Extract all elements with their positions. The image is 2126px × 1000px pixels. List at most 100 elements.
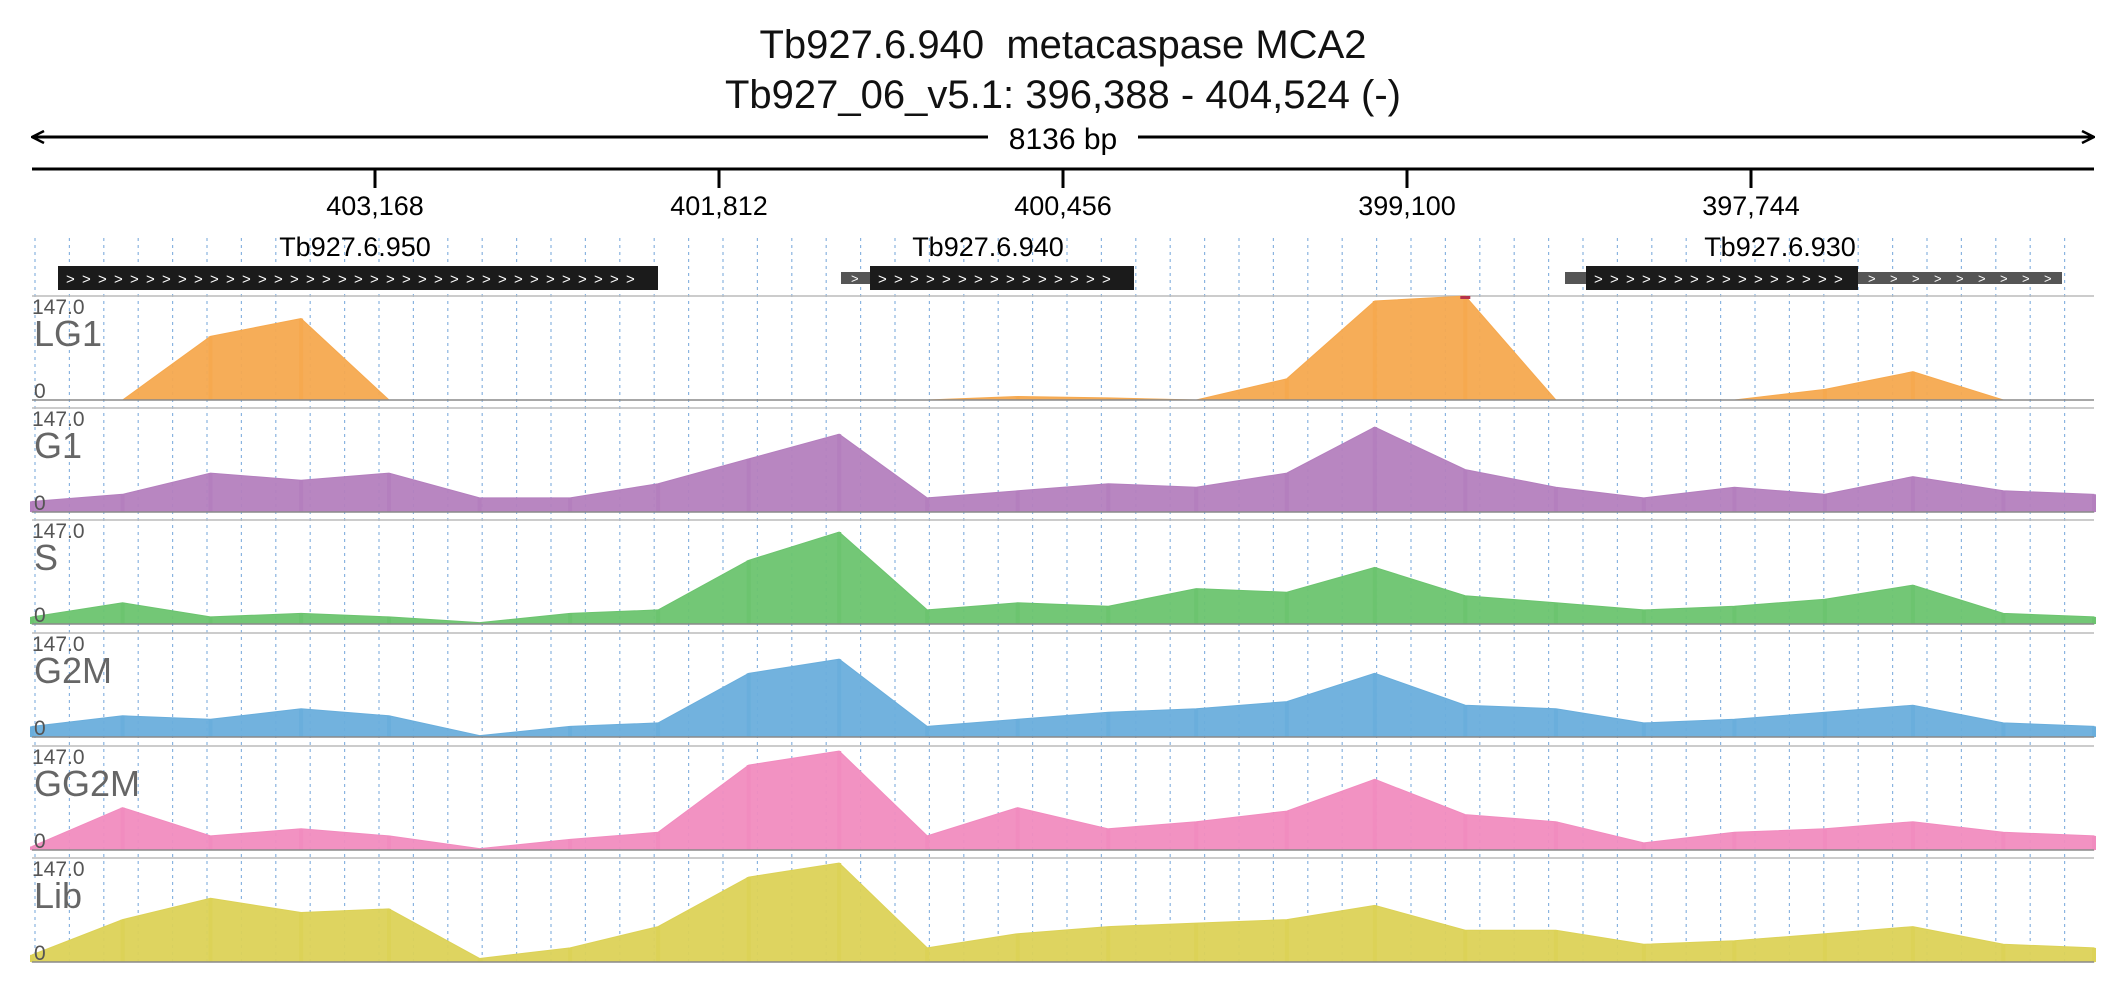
coverage-point <box>1284 473 1289 512</box>
coverage-point <box>837 434 842 512</box>
span-label: 8136 bp <box>1009 123 1117 156</box>
coverage-point <box>1015 490 1020 512</box>
coverage-point <box>387 616 391 624</box>
track-ymin-label: 0 <box>34 604 46 627</box>
strand-chevron: > <box>98 271 107 288</box>
strand-chevron: > <box>322 271 331 288</box>
strand-chevron: > <box>466 271 475 288</box>
coverage-point <box>1015 719 1020 737</box>
grid-lines <box>34 238 2066 962</box>
coverage-point <box>1372 301 1377 400</box>
strand-chevron: > <box>1834 271 1843 288</box>
gene-label: Tb927.6.930 <box>1704 232 1856 262</box>
track-ymin-label: 0 <box>34 830 46 853</box>
gene-cds <box>1586 266 1858 290</box>
gene-Tb927.6.940[interactable]: > > > > > > > > > > > > > > > > Tb927.6.940 <box>841 232 1134 290</box>
coverage-point <box>1015 933 1020 962</box>
strand-chevron: > <box>386 271 395 288</box>
coverage-point <box>1284 378 1289 400</box>
coverage-point <box>746 877 751 962</box>
coverage-point <box>1910 926 1915 962</box>
coverage-area-S <box>31 531 2095 625</box>
coverage-point <box>299 708 304 737</box>
coverage-tracks: 147.00LG1147.00G1147.00S147.00G2M147.00G… <box>30 295 2096 965</box>
coverage-point <box>120 807 125 850</box>
coverage-point <box>1463 814 1468 850</box>
coverage-point <box>2001 613 2006 624</box>
coverage-area-GG2M <box>31 750 2095 851</box>
gene-title: Tb927.6.940 metacaspase MCA2 <box>759 23 1367 67</box>
coverage-point <box>387 715 391 737</box>
strand-chevron: > <box>2044 271 2052 286</box>
coverage-point <box>1910 371 1915 400</box>
track-ymax-label: 147.0 <box>32 520 85 543</box>
coverage-point <box>1284 811 1289 850</box>
coverage-point <box>1194 588 1199 624</box>
track-Lib: 147.0 0 Lib <box>30 857 2096 965</box>
coverage-point <box>299 318 304 400</box>
strand-chevron: > <box>2000 271 2008 286</box>
coverage-point <box>1641 609 1646 624</box>
track-ymax-label: 147.0 <box>32 408 85 431</box>
gene-Tb927.6.930[interactable]: > > > > > > > > > > > > > > > > > > > > > > > > > Tb927.6.930 <box>1565 232 2062 290</box>
coverage-point <box>656 483 661 512</box>
ruler-ticks: 403,168 401,812 400,456 399,100 397,744 <box>326 169 1800 221</box>
coverage-point <box>837 659 842 737</box>
coverage-point <box>1372 905 1377 962</box>
coverage-point <box>1641 842 1646 850</box>
strand-chevron: > <box>1706 271 1715 288</box>
gene-track: > > > > > > > > > > > > > > > > > > > > > > > > > > > > > > > > > > > > Tb92… <box>58 232 2062 290</box>
coverage-point <box>208 616 213 624</box>
strand-chevron: > <box>878 271 887 288</box>
strand-chevron: > <box>338 271 347 288</box>
coverage-point <box>1641 722 1646 737</box>
coverage-point <box>1641 497 1646 512</box>
coverage-point <box>746 673 751 737</box>
track-name: S <box>34 537 58 578</box>
strand-chevron: > <box>290 271 299 288</box>
coverage-point <box>1463 705 1468 737</box>
coverage-point <box>1641 944 1646 962</box>
coverage-point <box>120 715 125 737</box>
coverage-point <box>208 835 213 850</box>
strand-chevron: > <box>1802 271 1811 288</box>
coverage-point <box>2001 944 2006 962</box>
coverage-point <box>1822 389 1827 400</box>
strand-chevron: > <box>306 271 315 288</box>
coverage-point <box>925 497 930 512</box>
strand-chevron: > <box>162 271 171 288</box>
track-ymin-label: 0 <box>34 380 46 403</box>
coverage-point <box>656 926 661 962</box>
strand-chevron: > <box>1642 271 1651 288</box>
gene-utr <box>1565 272 1586 284</box>
coverage-point <box>1284 919 1289 962</box>
strand-chevron: > <box>990 271 999 288</box>
strand-chevron: > <box>114 271 123 288</box>
strand-chevron: > <box>610 271 619 288</box>
strand-chevron: > <box>130 271 139 288</box>
track-S: 147.0 0 S <box>30 519 2096 627</box>
strand-chevron: > <box>498 271 507 288</box>
coverage-area-G2M <box>31 658 2095 738</box>
strand-chevron: > <box>1956 271 1964 286</box>
coverage-point <box>208 336 213 400</box>
track-ymax-label: 147.0 <box>32 858 85 881</box>
coverage-point <box>1732 606 1737 624</box>
gene-cds <box>870 266 1134 290</box>
strand-chevron: > <box>1770 271 1779 288</box>
coverage-point <box>2001 490 2006 512</box>
strand-chevron: > <box>594 271 603 288</box>
coverage-point <box>925 609 930 624</box>
track-ymax-label: 147.0 <box>32 296 85 319</box>
strand-chevron: > <box>910 271 919 288</box>
coverage-point <box>656 609 661 624</box>
gene-label: Tb927.6.940 <box>912 232 1064 262</box>
track-name: Lib <box>34 875 82 916</box>
gene-Tb927.6.950[interactable]: > > > > > > > > > > > > > > > > > > > > > > > > > > > > > > > > > > > > Tb92… <box>58 232 658 290</box>
coverage-point <box>1015 602 1020 624</box>
coverage-point <box>30 501 34 512</box>
coverage-point <box>746 458 751 512</box>
strand-chevron: > <box>851 271 859 286</box>
coverage-point <box>1015 807 1020 850</box>
